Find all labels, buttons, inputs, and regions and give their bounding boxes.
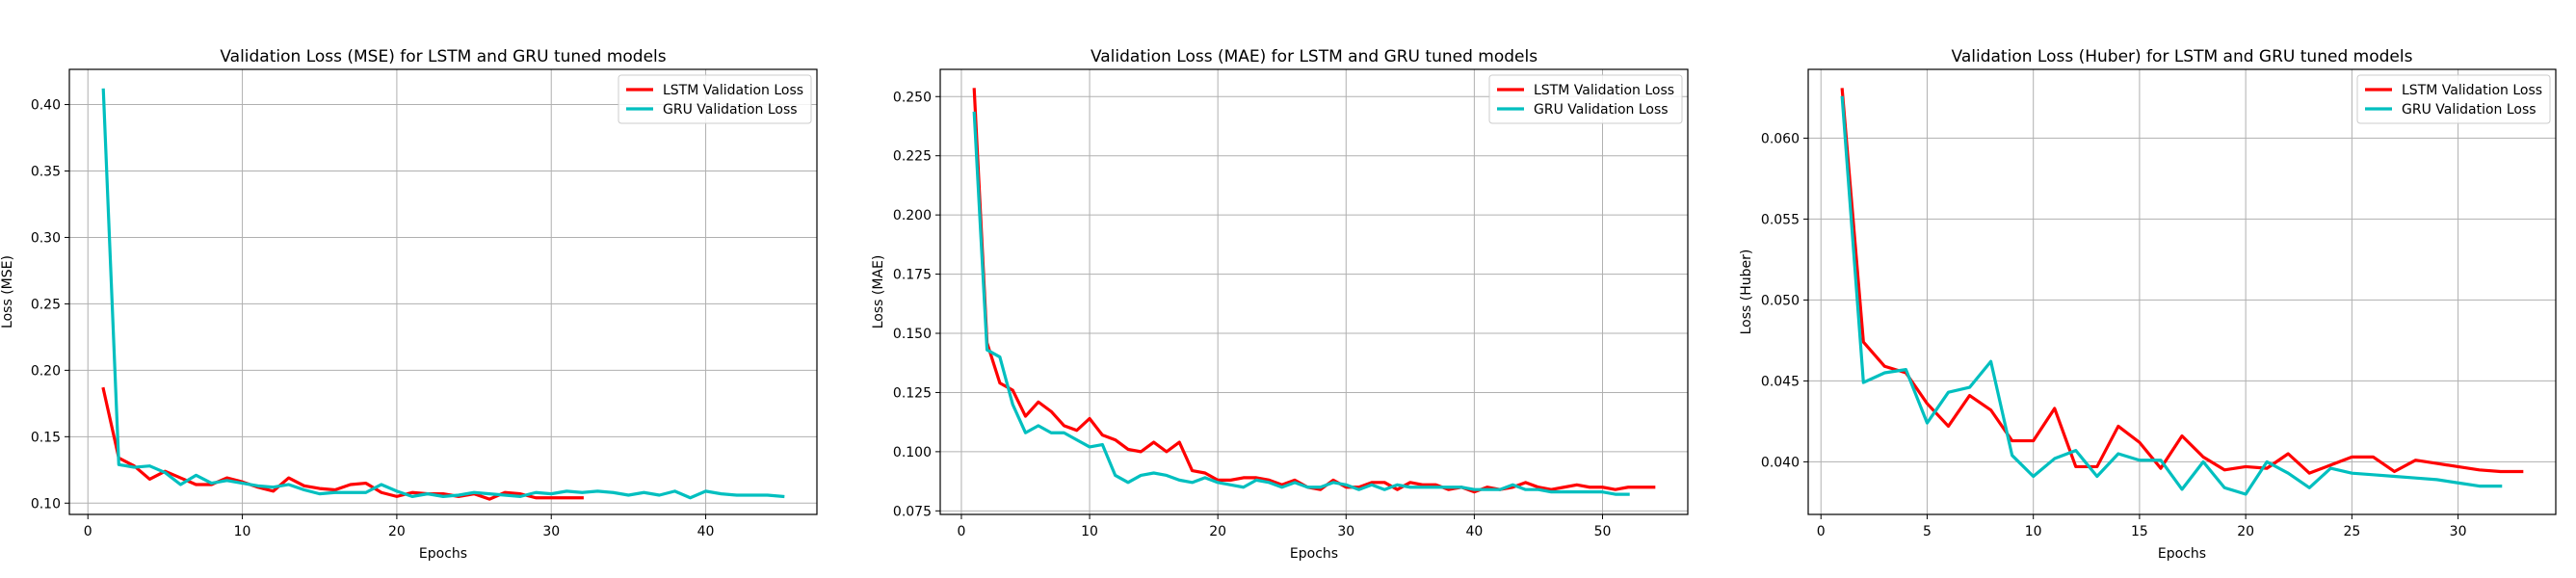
chart-panel-1: 0 10 20 30 40 50 0.075 0.100 0.125 0.150 0.175 0.20…: [871, 47, 1689, 562]
y-tick-label: 0.100: [893, 445, 932, 460]
x-tick-label: 30: [2450, 524, 2467, 539]
chart-panel-0: 0 10 20 30 40 0.10 0.15 0.20 0.25 0.30 0.35 0.40 Val…: [0, 47, 818, 562]
x-tick-label: 15: [2131, 524, 2148, 539]
x-tick-label: 10: [234, 524, 251, 539]
y-tick-label: 0.055: [1761, 212, 1800, 227]
x-tick-label: 10: [1081, 524, 1098, 539]
y-tick-label: 0.15: [31, 430, 61, 445]
lstm-series-line: [972, 88, 1656, 494]
y-tick-label: 0.045: [1761, 374, 1800, 389]
plot-frame: [68, 68, 818, 515]
legend: LSTM Validation Loss GRU Validation Loss: [618, 74, 812, 124]
x-tick-label: 0: [1817, 524, 1826, 539]
x-axis-label: Epochs: [419, 546, 467, 562]
x-tick-label: 25: [2343, 524, 2360, 539]
gru-series-line: [101, 88, 785, 500]
y-tick-label: 0.050: [1761, 293, 1800, 308]
y-tick-label: 0.25: [31, 297, 61, 312]
x-axis-label: Epochs: [1290, 546, 1338, 562]
legend: LSTM Validation Loss GRU Validation Loss: [2356, 74, 2551, 124]
x-tick-label: 30: [542, 524, 560, 539]
y-tick-label: 0.060: [1761, 131, 1800, 146]
y-tick-label: 0.175: [893, 268, 932, 283]
legend-label: GRU Validation Loss: [2402, 102, 2537, 118]
x-tick-label: 0: [958, 524, 966, 539]
x-tick-label: 20: [388, 524, 406, 539]
legend-label: GRU Validation Loss: [663, 102, 798, 118]
legend-label: LSTM Validation Loss: [663, 83, 803, 98]
plot-frame: [939, 68, 1689, 515]
legend-label: GRU Validation Loss: [1534, 102, 1669, 118]
chart-title: Validation Loss (MAE) for LSTM and GRU t…: [1091, 47, 1538, 66]
gru-series-line: [972, 111, 1630, 496]
legend-label: LSTM Validation Loss: [1534, 83, 1674, 98]
gru-series-line: [1840, 95, 2503, 496]
y-tick-label: 0.040: [1761, 455, 1800, 470]
y-tick-label: 0.40: [31, 98, 61, 114]
y-axis-label: Loss (Huber): [1739, 250, 1754, 335]
x-tick-label: 40: [697, 524, 715, 539]
y-axis-label: Loss (MSE): [0, 255, 15, 328]
x-tick-label: 30: [1337, 524, 1354, 539]
y-tick-label: 0.10: [31, 496, 61, 512]
chart-panel-2: 0 5 10 15 20 25 30 0.040 0.045 0.050 0.055 0.060 Val…: [1739, 47, 2557, 562]
x-tick-label: 0: [84, 524, 92, 539]
x-tick-label: 40: [1465, 524, 1483, 539]
y-tick-label: 0.250: [893, 90, 932, 105]
legend-box: [2356, 74, 2551, 124]
legend: LSTM Validation Loss GRU Validation Loss: [1488, 74, 1683, 124]
y-axis-label: Loss (MAE): [871, 255, 886, 329]
y-tick-label: 0.30: [31, 230, 61, 246]
x-axis-label: Epochs: [2158, 546, 2206, 562]
y-tick-label: 0.125: [893, 385, 932, 401]
legend-box: [1488, 74, 1683, 124]
plot-frame: [1807, 68, 2557, 515]
x-tick-label: 5: [1923, 524, 1932, 539]
lstm-series-line: [101, 386, 584, 501]
x-tick-label: 20: [1209, 524, 1226, 539]
y-tick-label: 0.075: [893, 504, 932, 519]
y-tick-label: 0.200: [893, 208, 932, 223]
x-tick-label: 50: [1594, 524, 1612, 539]
y-tick-label: 0.150: [893, 327, 932, 342]
lstm-series-line: [1840, 88, 2524, 475]
legend-box: [618, 74, 812, 124]
y-tick-label: 0.20: [31, 363, 61, 379]
x-tick-label: 20: [2237, 524, 2254, 539]
y-tick-label: 0.225: [893, 149, 932, 165]
y-tick-label: 0.35: [31, 165, 61, 180]
x-tick-label: 10: [2025, 524, 2042, 539]
chart-title: Validation Loss (MSE) for LSTM and GRU t…: [220, 47, 666, 66]
chart-title: Validation Loss (Huber) for LSTM and GRU…: [1952, 47, 2413, 66]
legend-label: LSTM Validation Loss: [2402, 83, 2542, 98]
